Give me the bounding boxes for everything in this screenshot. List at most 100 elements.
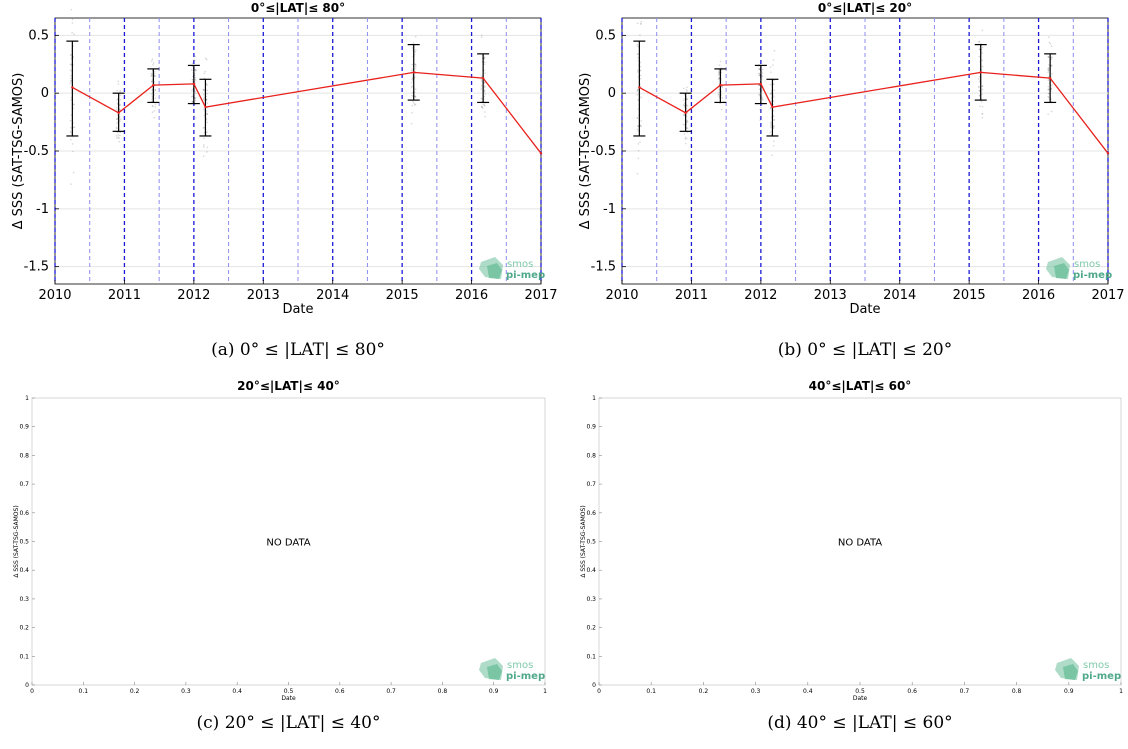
scatter-dot [190,69,193,71]
scatter-dot [411,94,413,97]
figure-caption: (a) 0° ≤ |LAT| ≤ 80° [211,340,385,360]
scatter-dot [119,108,121,111]
scatter-dot [1050,98,1053,100]
x-tick-label: 2015 [386,288,419,303]
scatter-dot [639,61,642,64]
scatter-dot [154,75,157,78]
scatter-dot [717,93,720,96]
scatter-dot [483,91,486,93]
scatter-dot [192,101,194,103]
scatter-dot [683,104,686,107]
y-tick-label: 0.1 [19,653,29,660]
scatter-dot [769,131,772,133]
scatter-dot [717,70,720,72]
scatter-dot [637,88,639,91]
logo-text-pimep: pi-mep [1082,671,1121,682]
scatter-dot [686,98,689,101]
scatter-dot [483,57,486,59]
x-tick-label: 2017 [1091,288,1124,303]
scatter-dot [639,34,641,36]
scatter-dot [481,84,483,87]
scatter-dot [639,74,642,77]
scatter-dot [758,84,761,87]
scatter-dot [1051,73,1053,75]
scatter-dot [202,155,205,157]
scatter-dot [686,112,689,114]
scatter-dot [194,92,197,95]
chart-panel-2: 0.5 0 -0.5 -1 -1.5 2010 2011 2012 2013 2014 2015 20… [578,1,1125,317]
scatter-dot [981,105,984,108]
scatter-dot [119,118,122,120]
scatter-dot [758,68,761,70]
scatter-dot [69,82,72,84]
scatter-dot [981,101,983,103]
y-axis-label: Δ SSS (SAT-TSG-SAMOS) [11,73,26,230]
scatter-dot [978,89,980,92]
x-tick-label: 2016 [1022,288,1055,303]
scatter-dot [151,105,154,108]
scatter-dot [773,89,775,91]
x-tick-label: 0.6 [907,688,917,695]
y-tick-label: -0.5 [591,144,616,159]
x-tick-label: 1 [1119,688,1123,695]
scatter-dot [119,89,122,92]
scatter-dot [194,69,197,71]
series-point [638,86,641,89]
x-tick-label: 0 [597,688,601,695]
scatter-dot [484,72,486,74]
scatter-dot [981,59,984,62]
scatter-dot [637,45,639,48]
scatter-dot [206,113,208,115]
scatter-dot [117,136,120,139]
scatter-dot [70,131,72,134]
scatter-dot [206,146,209,149]
scatter-dot [770,126,772,129]
scatter-dot [151,105,154,107]
scatter-dot [204,70,207,73]
scatter-dot [202,97,205,100]
x-tick-label: 2016 [455,288,488,303]
scatter-dot [682,114,685,117]
scatter-dot [411,91,414,94]
scatter-dot [194,59,196,62]
x-axis-label: Date [849,302,880,317]
scatter-dot [978,85,980,88]
scatter-dot [194,83,197,85]
scatter-dot [482,103,485,106]
series-point [152,83,155,87]
scatter-dot [769,83,772,86]
x-tick-label: 0.1 [646,688,656,695]
scatter-dot [117,133,120,136]
scatter-dot [1050,64,1053,66]
scatter-dot [1047,96,1050,99]
scatter-dot [758,84,761,87]
scatter-dot [1048,36,1050,38]
scatter-dot [1050,110,1053,113]
scatter-dot [192,59,195,62]
series-point [204,105,207,109]
scatter-dot [1048,64,1050,66]
scatter-dot [150,60,153,62]
plot-area [598,397,1122,686]
scatter-dot [1050,87,1053,90]
scatter-dot [411,68,414,70]
scatter-dot [153,116,155,119]
scatter-dot [206,113,209,115]
series-point [1106,152,1110,155]
scatter-dot [203,108,205,110]
scatter-dot [206,102,209,105]
scatter-dot [684,138,687,140]
scatter-dot [194,78,197,81]
scatter-dot [1047,67,1050,69]
scatter-dot [194,55,197,58]
scatter-dot [759,119,761,121]
scatter-dot [413,102,415,104]
scatter-dot [205,98,208,101]
scatter-dot [119,98,122,101]
scatter-dot [411,78,413,81]
scatter-dot [191,95,193,98]
scatter-dot [203,99,205,101]
y-tick-label: 0.9 [586,424,596,431]
series-point [539,152,543,155]
